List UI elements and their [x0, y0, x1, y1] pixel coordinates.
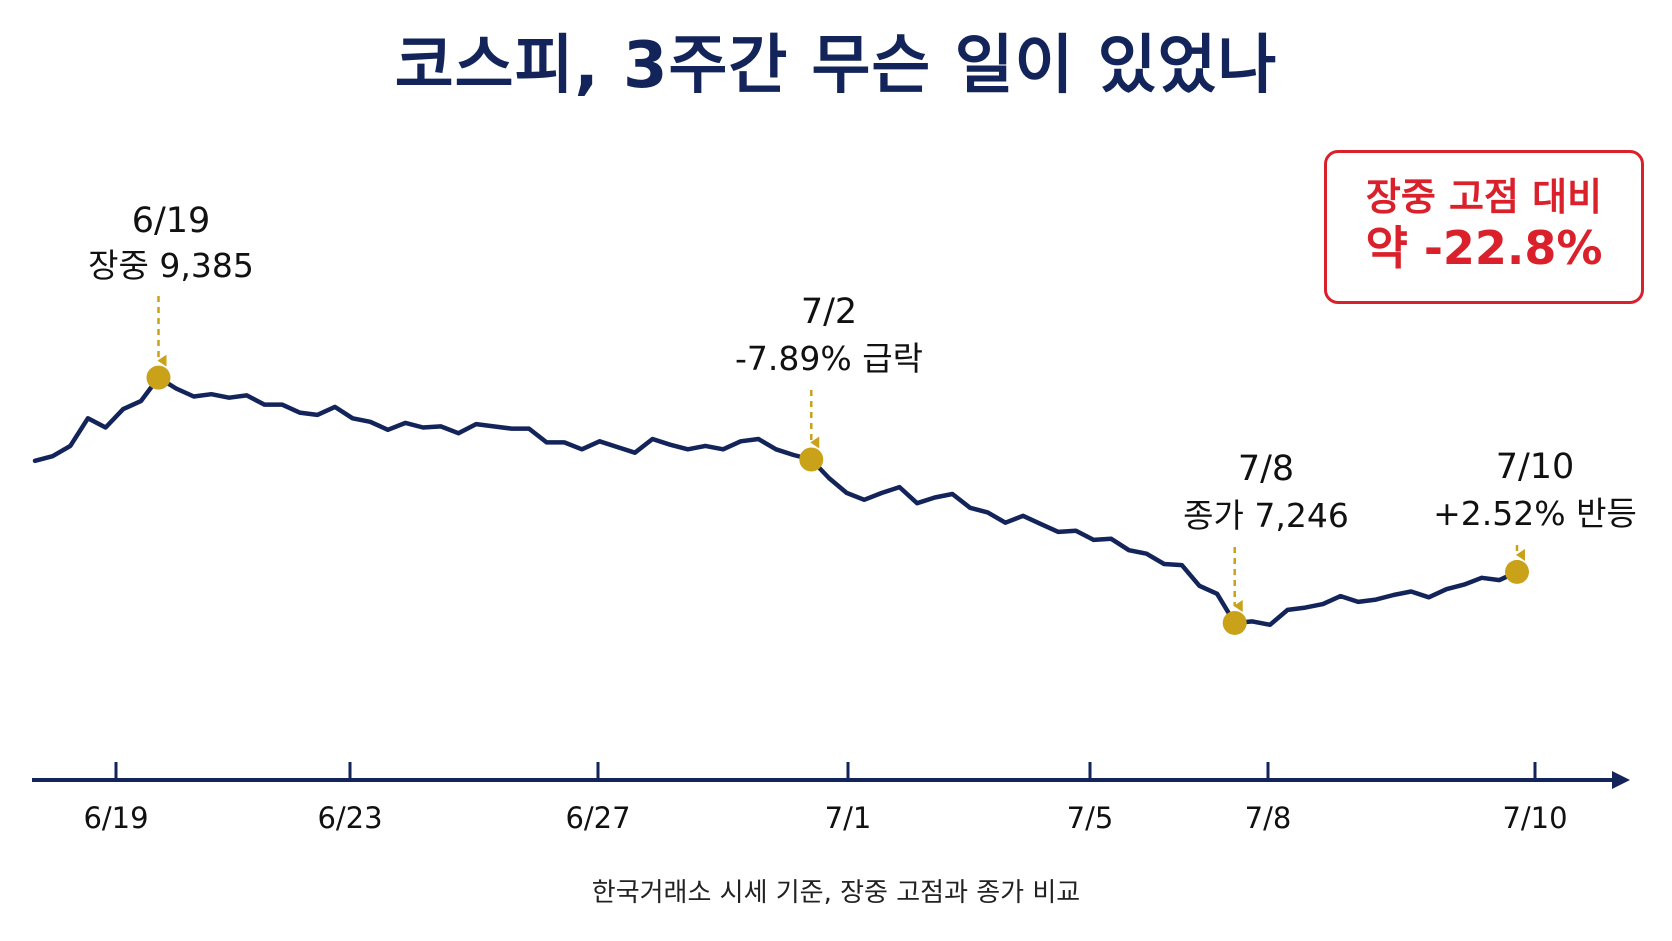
x-tick-label: 6/23: [317, 801, 382, 835]
x-tick-label: 7/1: [825, 801, 872, 835]
annotation-note: +2.52% 반등: [1433, 494, 1637, 533]
source-footnote: 한국거래소 시세 기준, 장중 고점과 종가 비교: [591, 878, 1081, 908]
x-axis-arrow-icon: [1612, 771, 1630, 789]
x-tick-label: 6/27: [565, 801, 630, 835]
annotation-note: -7.89% 급락: [735, 339, 923, 378]
annotation-date: 7/8: [1238, 449, 1294, 489]
data-point-marker: [799, 447, 824, 472]
drop-callout-box: 장중 고점 대비 약 -22.8%: [1324, 150, 1644, 304]
annotation-date: 7/2: [801, 292, 857, 332]
x-tick-label: 6/19: [83, 801, 148, 835]
annotation-date: 7/10: [1496, 447, 1575, 487]
chart-title: 코스피, 3주간 무슨 일이 있었나: [394, 29, 1278, 103]
data-point-marker: [1505, 559, 1529, 584]
callout-label: 장중 고점 대비: [1365, 175, 1603, 219]
x-tick-label: 7/5: [1067, 801, 1114, 835]
data-point-marker: [1222, 610, 1247, 635]
data-point-marker: [146, 365, 171, 390]
callout-value: 약 -22.8%: [1365, 220, 1603, 275]
x-tick-label: 7/8: [1245, 801, 1292, 835]
annotation-date: 6/19: [132, 201, 211, 241]
annotation-note: 종가 7,246: [1183, 496, 1349, 535]
annotation-note: 장중 9,385: [88, 246, 254, 285]
kospi-series-line: [32, 375, 1520, 628]
x-tick-label: 7/10: [1502, 801, 1567, 835]
